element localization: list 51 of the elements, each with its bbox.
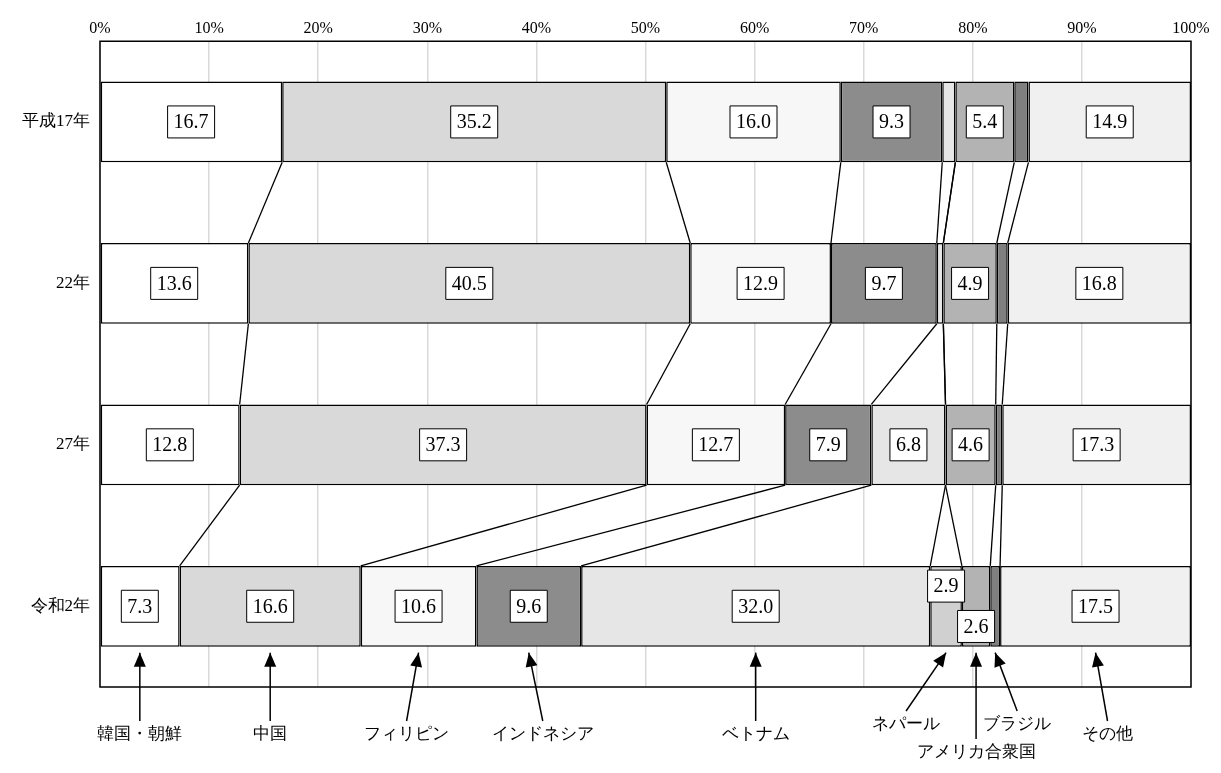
- text: アメリカ合衆国: [916, 742, 1036, 762]
- data-label: 37.3: [425, 433, 461, 456]
- data-label: 14.9: [1092, 110, 1128, 133]
- x-tick-label: 90%: [1067, 18, 1097, 36]
- x-tick-label: 40%: [521, 18, 552, 36]
- data-label: 16.8: [1081, 271, 1117, 294]
- text: ネパール: [872, 714, 941, 734]
- x-tick-label: 60%: [739, 18, 770, 36]
- data-label: 4.9: [957, 271, 983, 294]
- text: その他: [1082, 724, 1134, 744]
- data-label: 13.6: [156, 271, 192, 294]
- data-label: 32.0: [738, 594, 774, 617]
- text: 中国: [253, 724, 288, 744]
- data-label: 12.7: [698, 433, 734, 456]
- x-tick-label: 80%: [958, 18, 988, 36]
- y-tick-label: 令和2年: [30, 595, 90, 615]
- data-label: 10.6: [401, 594, 437, 617]
- x-tick-label: 30%: [412, 18, 442, 36]
- data-label: 17.3: [1079, 433, 1115, 456]
- y-tick-label: 27年: [56, 434, 90, 454]
- data-label: 16.6: [252, 594, 288, 617]
- y-tick-label: 平成17年: [22, 111, 90, 131]
- data-label: 40.5: [451, 271, 487, 294]
- data-label: 17.5: [1078, 594, 1114, 617]
- data-label: 7.3: [127, 594, 153, 617]
- data-label: 9.7: [871, 271, 897, 294]
- data-label: 2.6: [963, 614, 989, 637]
- text: ベトナム: [721, 724, 790, 744]
- data-label: 7.9: [815, 433, 841, 456]
- text: インドネシア: [491, 724, 594, 744]
- data-label: 2.9: [933, 574, 959, 597]
- x-tick-label: 70%: [849, 18, 879, 36]
- data-label: 35.2: [456, 110, 492, 133]
- data-label: 12.8: [152, 433, 188, 456]
- x-tick-label: 0%: [89, 18, 111, 36]
- data-label: 9.6: [516, 594, 542, 617]
- y-tick-label: 22年: [56, 272, 90, 292]
- data-label: 4.6: [958, 433, 984, 456]
- x-tick-label: 20%: [303, 18, 333, 36]
- data-label: 12.9: [743, 271, 779, 294]
- data-label: 6.8: [895, 433, 921, 456]
- data-label: 16.0: [736, 110, 772, 133]
- x-tick-label: 100%: [1172, 18, 1210, 36]
- text: フィリピン: [364, 724, 450, 744]
- x-tick-label: 50%: [630, 18, 661, 36]
- x-tick-label: 10%: [194, 18, 224, 36]
- data-label: 16.7: [173, 110, 209, 133]
- data-label: 5.4: [972, 110, 998, 133]
- text: 韓国・朝鮮: [97, 724, 183, 744]
- data-label: 9.3: [879, 110, 905, 133]
- text: ブラジル: [983, 714, 1052, 734]
